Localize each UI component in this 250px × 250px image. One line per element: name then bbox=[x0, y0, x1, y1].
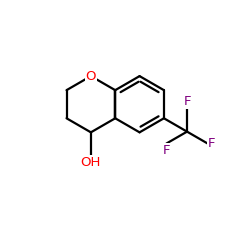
Text: F: F bbox=[208, 137, 215, 150]
Text: F: F bbox=[162, 144, 170, 156]
Text: F: F bbox=[183, 95, 191, 108]
Text: OH: OH bbox=[81, 156, 101, 169]
Text: O: O bbox=[86, 70, 96, 82]
